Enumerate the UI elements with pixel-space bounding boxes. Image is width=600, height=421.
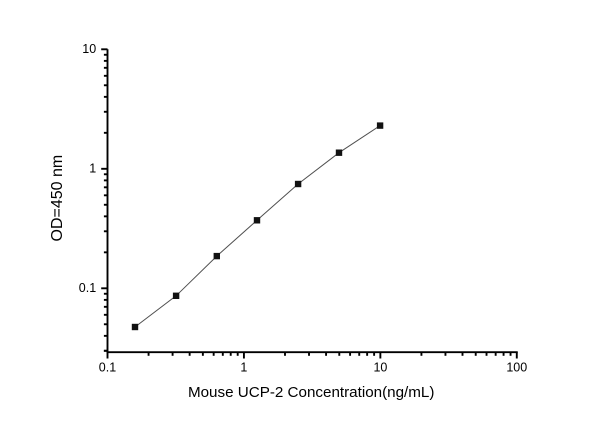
svg-text:OD=450 nm: OD=450 nm bbox=[49, 155, 66, 242]
svg-text:0.1: 0.1 bbox=[99, 360, 116, 374]
svg-text:10: 10 bbox=[373, 360, 387, 374]
svg-text:1: 1 bbox=[89, 161, 96, 175]
svg-text:1: 1 bbox=[240, 360, 247, 374]
svg-text:Mouse UCP-2 Concentration(ng/m: Mouse UCP-2 Concentration(ng/mL) bbox=[188, 384, 434, 401]
svg-text:10: 10 bbox=[82, 42, 96, 56]
svg-text:0.1: 0.1 bbox=[79, 281, 96, 295]
svg-text:100: 100 bbox=[506, 360, 527, 374]
